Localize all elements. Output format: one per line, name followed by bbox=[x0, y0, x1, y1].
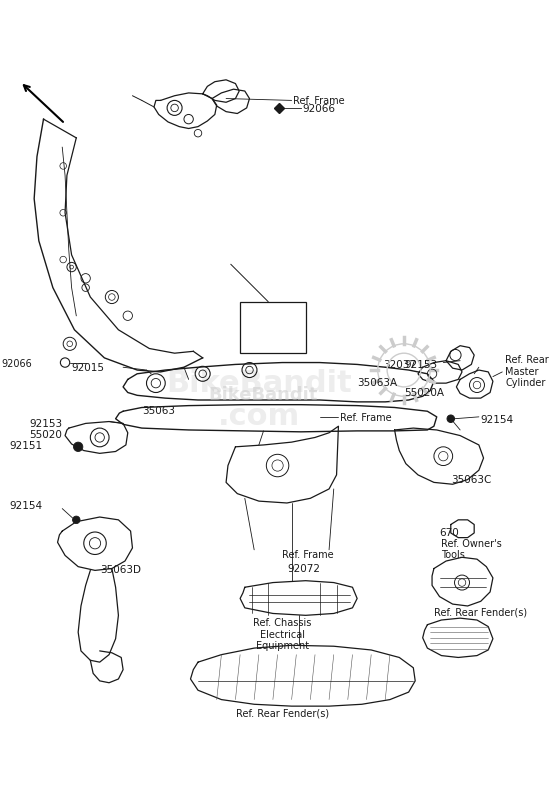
Text: 92151: 92151 bbox=[9, 441, 42, 451]
Text: 92153: 92153 bbox=[29, 418, 63, 429]
Text: 92066: 92066 bbox=[303, 104, 336, 114]
Text: ('13): ('13) bbox=[262, 306, 283, 315]
Text: BikeBandit: BikeBandit bbox=[209, 386, 318, 404]
Text: 92154: 92154 bbox=[480, 415, 514, 425]
Text: Ref. Frame: Ref. Frame bbox=[282, 550, 334, 560]
Text: Ref. Frame: Ref. Frame bbox=[341, 413, 392, 423]
Text: BikeBandit
.com: BikeBandit .com bbox=[166, 369, 352, 431]
Text: Ref. Rear
Master
Cylinder: Ref. Rear Master Cylinder bbox=[505, 355, 549, 388]
Text: 35063A: 35063A bbox=[357, 378, 397, 389]
Circle shape bbox=[73, 442, 83, 451]
Text: Ref. Owner's
Tools: Ref. Owner's Tools bbox=[441, 538, 502, 560]
Text: 35063D: 35063D bbox=[100, 565, 141, 574]
Text: 92154: 92154 bbox=[9, 501, 42, 511]
Bar bbox=[240, 302, 306, 353]
Text: 35063: 35063 bbox=[142, 406, 175, 416]
Text: 32037: 32037 bbox=[383, 360, 417, 370]
Text: 55020A: 55020A bbox=[404, 388, 444, 398]
Text: 92066: 92066 bbox=[2, 359, 32, 369]
Text: Ref. Rear Fender(s): Ref. Rear Fender(s) bbox=[434, 608, 527, 618]
Circle shape bbox=[73, 516, 80, 523]
Text: 92072: 92072 bbox=[287, 564, 320, 574]
Text: 92015: 92015 bbox=[72, 362, 105, 373]
Text: 55020: 55020 bbox=[29, 430, 62, 440]
Text: Ref. Frame: Ref. Frame bbox=[294, 96, 345, 106]
Text: Ref. Chassis
Electrical
Equipment: Ref. Chassis Electrical Equipment bbox=[253, 618, 311, 651]
Text: 39156: 39156 bbox=[256, 342, 289, 352]
Text: 92153: 92153 bbox=[404, 360, 437, 370]
Text: 670: 670 bbox=[440, 528, 460, 538]
Circle shape bbox=[447, 415, 455, 422]
Text: 35063C: 35063C bbox=[451, 475, 491, 485]
Text: Ref. Rear Fender(s): Ref. Rear Fender(s) bbox=[236, 709, 329, 719]
